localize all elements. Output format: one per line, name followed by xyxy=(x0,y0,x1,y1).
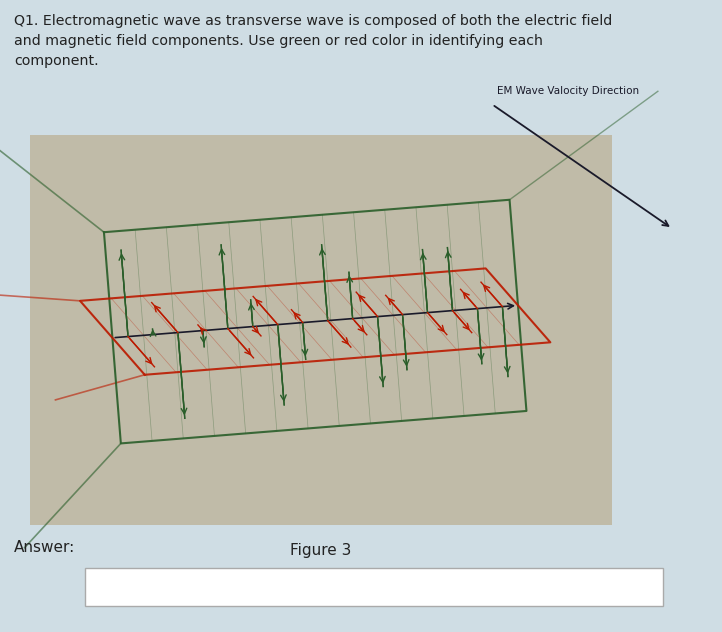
Bar xyxy=(85,568,663,606)
Text: Figure 3: Figure 3 xyxy=(290,543,352,558)
Text: Answer:: Answer: xyxy=(14,540,75,554)
Bar xyxy=(30,135,612,525)
Text: EM Wave Valocity Direction: EM Wave Valocity Direction xyxy=(497,87,639,96)
Text: Q1. Electromagnetic wave as transverse wave is composed of both the electric fie: Q1. Electromagnetic wave as transverse w… xyxy=(14,14,612,68)
